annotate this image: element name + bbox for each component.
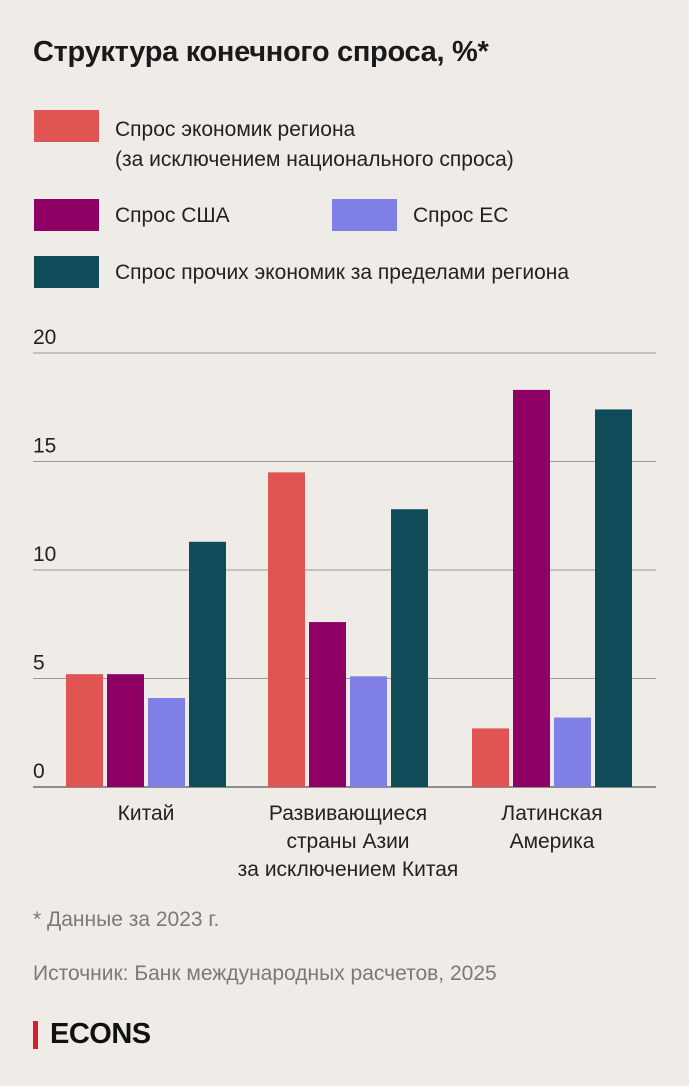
- x-category-label: Латинская: [501, 802, 602, 825]
- logo-text: ECONS: [50, 1018, 151, 1050]
- chart-title: Структура конечного спроса, %*: [33, 36, 489, 68]
- bar: [350, 676, 387, 787]
- footnote: * Данные за 2023 г.: [33, 908, 220, 931]
- y-tick-label: 5: [33, 652, 45, 675]
- bar: [268, 472, 305, 787]
- bar: [513, 389, 550, 787]
- logo-bar: [33, 1020, 38, 1049]
- x-category-label: за исключением Китая: [238, 858, 459, 881]
- x-category-label: страны Азии: [286, 830, 409, 853]
- legend-label-region-line2: (за исключением национального спроса): [115, 148, 514, 171]
- econs-logo: ECONS: [33, 1018, 151, 1051]
- legend-label-region-line1: Спрос экономик региона: [115, 118, 356, 141]
- x-category-label: Китай: [118, 802, 175, 825]
- x-category-label: Развивающиеся: [269, 802, 427, 825]
- bar: [148, 698, 185, 787]
- legend-swatch-other: [34, 256, 99, 288]
- legend-swatch-usa: [34, 199, 99, 231]
- legend-swatch-eu: [332, 199, 397, 231]
- y-tick-label: 10: [33, 543, 56, 566]
- source-note: Источник: Банк международных расчетов, 2…: [33, 962, 497, 985]
- bar: [66, 674, 103, 787]
- bar: [107, 674, 144, 787]
- y-tick-label: 20: [33, 326, 56, 349]
- legend-label-usa: Спрос США: [115, 204, 230, 227]
- bar: [595, 409, 632, 787]
- bar: [309, 622, 346, 787]
- x-category-label: Америка: [510, 830, 595, 853]
- bar: [554, 717, 591, 787]
- legend-label-eu: Спрос ЕС: [413, 204, 509, 227]
- y-tick-label: 0: [33, 760, 45, 783]
- bar-chart: 0 5 10 15 20 Китай Развивающиеся страны Азии за …: [33, 326, 656, 881]
- legend-label-other: Спрос прочих экономик за пределами регио…: [115, 261, 570, 284]
- bar: [189, 541, 226, 787]
- legend-swatch-region: [34, 110, 99, 142]
- bar: [472, 728, 509, 787]
- y-tick-label: 15: [33, 435, 56, 458]
- bar: [391, 509, 428, 787]
